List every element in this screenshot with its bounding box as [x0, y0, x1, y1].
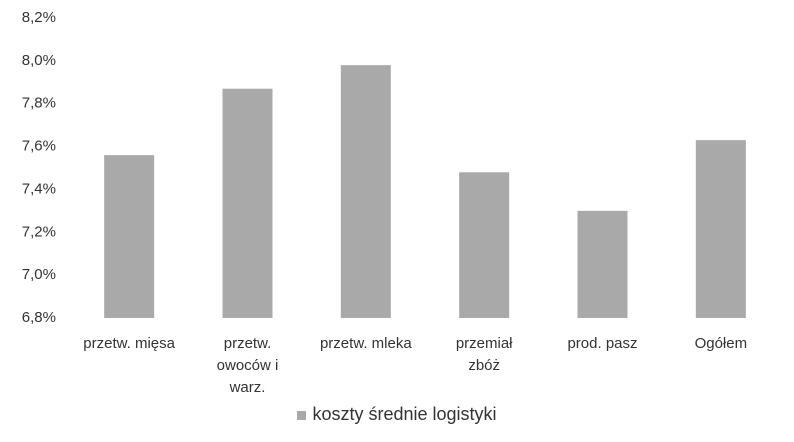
bar — [577, 210, 628, 318]
x-tick-label: Ogółem — [694, 335, 748, 352]
x-tick-label: prod. pasz — [567, 335, 638, 352]
x-tick-label: przemiał zbóż — [455, 335, 513, 374]
y-tick-label: 8,2% — [22, 9, 56, 26]
y-tick-label: 7,8% — [22, 95, 56, 112]
y-tick-label: 6,8% — [22, 309, 56, 326]
y-tick-label: 7,6% — [22, 138, 56, 155]
y-tick-label: 8,0% — [22, 52, 56, 69]
x-tick-label: przetw. mięsa — [83, 335, 175, 352]
bar — [340, 65, 391, 319]
bar — [104, 155, 155, 318]
legend-swatch — [297, 410, 307, 420]
x-tick-label: przetw. mleka — [319, 335, 412, 352]
y-tick-label: 7,4% — [22, 180, 56, 197]
legend: koszty średnie logistyki — [0, 404, 794, 425]
legend-label: koszty średnie logistyki — [312, 404, 497, 424]
bar — [222, 88, 273, 318]
x-tick-label: przetw. owoców i warz. — [216, 335, 279, 396]
y-tick-label: 7,2% — [22, 223, 56, 240]
bar — [459, 172, 510, 318]
bar — [695, 140, 746, 318]
y-tick-label: 7,0% — [22, 266, 56, 283]
